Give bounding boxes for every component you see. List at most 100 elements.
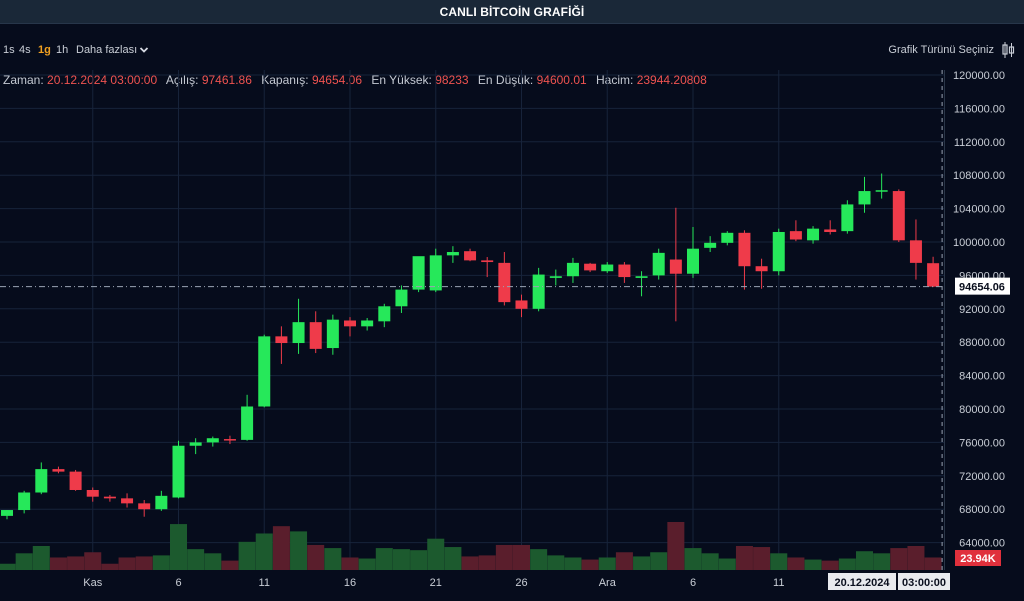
volume-bar xyxy=(49,557,67,570)
candle-body xyxy=(86,489,99,497)
candle-body xyxy=(138,503,151,510)
candle-body xyxy=(258,336,271,407)
volume-bar xyxy=(187,549,205,570)
volume-bar xyxy=(101,563,119,570)
x-tick-label: 16 xyxy=(344,577,356,589)
legend-time-label: Zaman: xyxy=(3,73,44,87)
y-tick-label: 112000.00 xyxy=(954,137,1005,149)
volume-bar xyxy=(701,553,719,570)
volume-bar xyxy=(204,553,222,570)
legend-time-value: 20.12.2024 03:00:00 xyxy=(47,73,158,87)
chart-toolbar: 1s 4s 1g 1h Daha fazlası Grafik Türünü S… xyxy=(0,24,1024,70)
candle-body xyxy=(875,190,888,192)
y-tick-label: 92000.00 xyxy=(959,304,1005,316)
candle-body xyxy=(103,496,116,499)
legend-volume-value: 23944.20808 xyxy=(636,73,707,87)
volume-bar xyxy=(461,556,479,570)
volume-bar xyxy=(513,544,530,570)
candle-body xyxy=(378,306,391,322)
timeframe-1g[interactable]: 1g xyxy=(38,44,51,56)
volume-bar xyxy=(633,556,651,570)
volume-bar xyxy=(598,557,616,570)
y-tick-label: 68000.00 xyxy=(959,504,1005,516)
crosshair-date-label-bg xyxy=(828,573,896,590)
candle-body xyxy=(772,231,785,272)
volume-bar xyxy=(221,560,239,570)
y-tick-label: 120000.00 xyxy=(953,70,1005,82)
candle-body xyxy=(652,252,665,276)
volume-bar xyxy=(0,563,16,570)
volume-bar xyxy=(581,559,599,570)
candle-body xyxy=(807,228,820,241)
x-tick-label: 26 xyxy=(515,577,527,589)
candle-body xyxy=(69,471,82,490)
candle-body xyxy=(361,320,374,327)
candlestick-chart[interactable]: 120000.00 116000.00 112000.00 108000.00 1040… xyxy=(0,70,1024,601)
candle-body xyxy=(223,439,236,441)
candle-body xyxy=(498,262,511,303)
volume-bar xyxy=(650,552,668,570)
legend-high-value: 98233 xyxy=(435,73,469,87)
volume-bar xyxy=(838,558,856,570)
candle-body xyxy=(344,320,356,327)
candle-body xyxy=(52,469,65,472)
volume-bar xyxy=(856,551,873,570)
candle-body xyxy=(584,263,597,271)
candle-body xyxy=(275,336,288,344)
candle-body xyxy=(429,255,442,291)
candle-body xyxy=(172,445,185,498)
y-tick-label: 100000.00 xyxy=(953,237,1005,249)
legend-open-label: Açılış: xyxy=(165,73,199,87)
volume-bar xyxy=(495,544,513,570)
chart-type-button[interactable]: Grafik Türünü Seçiniz xyxy=(888,44,994,56)
more-timeframes-button[interactable]: Daha fazlası xyxy=(76,44,138,56)
timeframe-4s[interactable]: 4s xyxy=(19,44,31,56)
y-tick-label: 72000.00 xyxy=(959,471,1005,483)
page-title: CANLI BİTCOİN GRAFİĞİ xyxy=(439,5,585,19)
crosshair-time-label-bg xyxy=(898,573,950,590)
legend-low-value: 94600.01 xyxy=(536,73,587,87)
timeframe-1h[interactable]: 1h xyxy=(56,44,69,56)
title-bar: CANLI BİTCOİN GRAFİĞİ xyxy=(0,0,1024,24)
volume-bar xyxy=(478,555,496,570)
volume-bar xyxy=(427,538,445,570)
volume-bar xyxy=(324,548,342,570)
candle-body xyxy=(35,469,48,493)
candle-body xyxy=(824,229,837,232)
y-tick-label: 104000.00 xyxy=(953,204,1005,216)
volume-bar xyxy=(410,550,428,570)
candle-body xyxy=(601,264,614,272)
current-volume-label-bg xyxy=(955,550,1001,566)
volume-bar xyxy=(787,557,805,570)
volume-bar xyxy=(392,549,410,570)
volume-bar xyxy=(255,533,273,570)
volume-bar xyxy=(873,553,891,570)
candle-body xyxy=(858,191,871,205)
candle-body xyxy=(446,252,459,256)
y-tick-label: 88000.00 xyxy=(959,337,1005,349)
legend-volume-label: Hacim: xyxy=(596,73,634,87)
x-tick-label: Ara xyxy=(599,577,617,589)
volume-bar xyxy=(615,552,633,570)
candle-body xyxy=(155,495,168,510)
current-price-label: 94654.06 xyxy=(959,282,1005,294)
volume-bar xyxy=(375,548,393,570)
volume-bar xyxy=(118,557,136,570)
candlestick-icon[interactable] xyxy=(1001,41,1015,59)
current-price-label-bg xyxy=(955,277,1010,295)
volume-bar xyxy=(341,557,359,570)
volume-bar xyxy=(735,546,753,570)
candle-body xyxy=(481,260,494,263)
volume-bar xyxy=(290,531,308,570)
chevron-down-icon[interactable] xyxy=(139,45,149,55)
candle-body xyxy=(189,442,202,446)
candle-body xyxy=(687,248,699,274)
candle-body xyxy=(309,322,322,349)
current-volume-label: 23.94K xyxy=(960,553,996,565)
volume-bar xyxy=(684,548,702,570)
y-tick-label: 80000.00 xyxy=(959,404,1005,416)
candle-body xyxy=(755,266,768,272)
candle-body xyxy=(1,510,13,516)
timeframe-1s[interactable]: 1s xyxy=(3,44,15,56)
candle-body xyxy=(704,242,717,248)
